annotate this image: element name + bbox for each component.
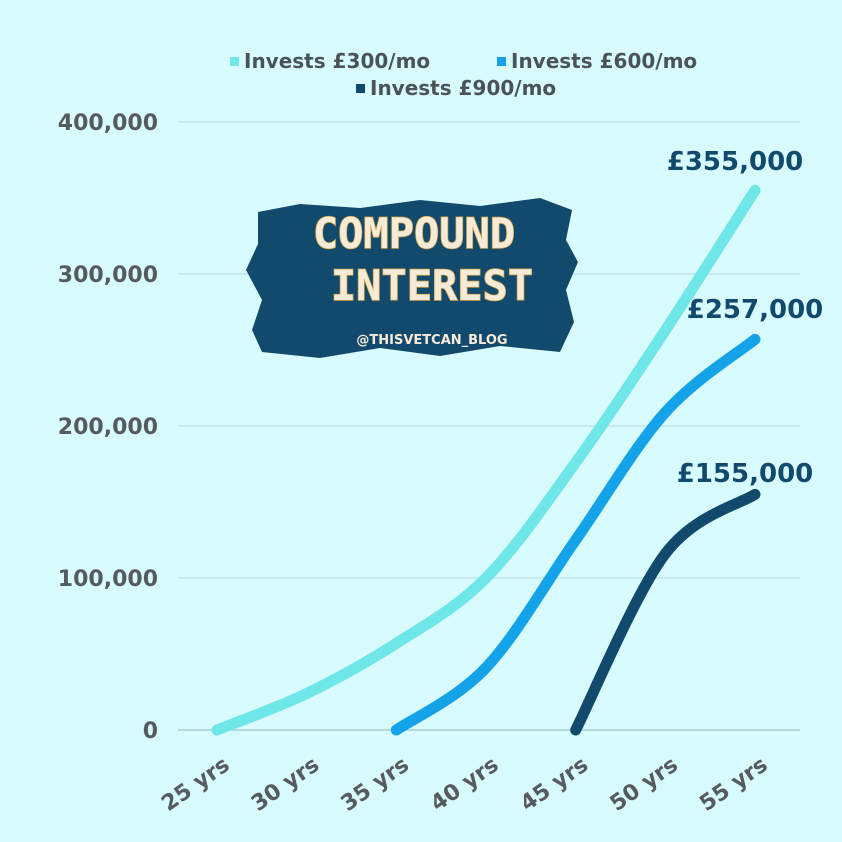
legend-label: Invests £300/mo	[244, 49, 430, 73]
x-tick-label: 45 yrs	[516, 752, 593, 816]
legend-label: Invests £600/mo	[511, 49, 697, 73]
y-tick-label: 400,000	[58, 111, 158, 136]
legend-label: Invests £900/mo	[370, 76, 556, 100]
legend-swatch	[497, 57, 506, 66]
y-tick-label: 300,000	[58, 263, 158, 288]
legend-swatch	[230, 57, 239, 66]
legend-item: Invests £600/mo	[497, 49, 697, 73]
x-tick-label: 30 yrs	[247, 752, 324, 816]
series-line	[211, 184, 761, 736]
title-badge: COMPOUND INTEREST @THISVETCAN_BLOG	[246, 198, 578, 358]
legend-item: Invests £900/mo	[356, 76, 556, 100]
chart-subtitle: @THISVETCAN_BLOG	[356, 333, 507, 348]
series-line	[570, 488, 761, 736]
x-tick-label: 25 yrs	[157, 752, 234, 816]
brush-stroke-background	[246, 198, 578, 358]
chart-title: COMPOUND INTEREST	[313, 209, 533, 310]
y-tick-label: 200,000	[58, 415, 158, 440]
end-value-label: £155,000	[677, 459, 814, 489]
y-tick-label: 0	[143, 719, 158, 744]
end-value-label: £355,000	[667, 147, 804, 177]
legend-item: Invests £300/mo	[230, 49, 430, 73]
x-tick-label: 55 yrs	[695, 752, 772, 816]
x-tick-label: 50 yrs	[606, 752, 683, 816]
end-value-label: £257,000	[687, 295, 824, 325]
series-line	[390, 333, 761, 736]
x-tick-label: 35 yrs	[337, 752, 414, 816]
y-tick-label: 100,000	[58, 567, 158, 592]
x-tick-label: 40 yrs	[426, 752, 503, 816]
legend-swatch	[356, 84, 365, 93]
